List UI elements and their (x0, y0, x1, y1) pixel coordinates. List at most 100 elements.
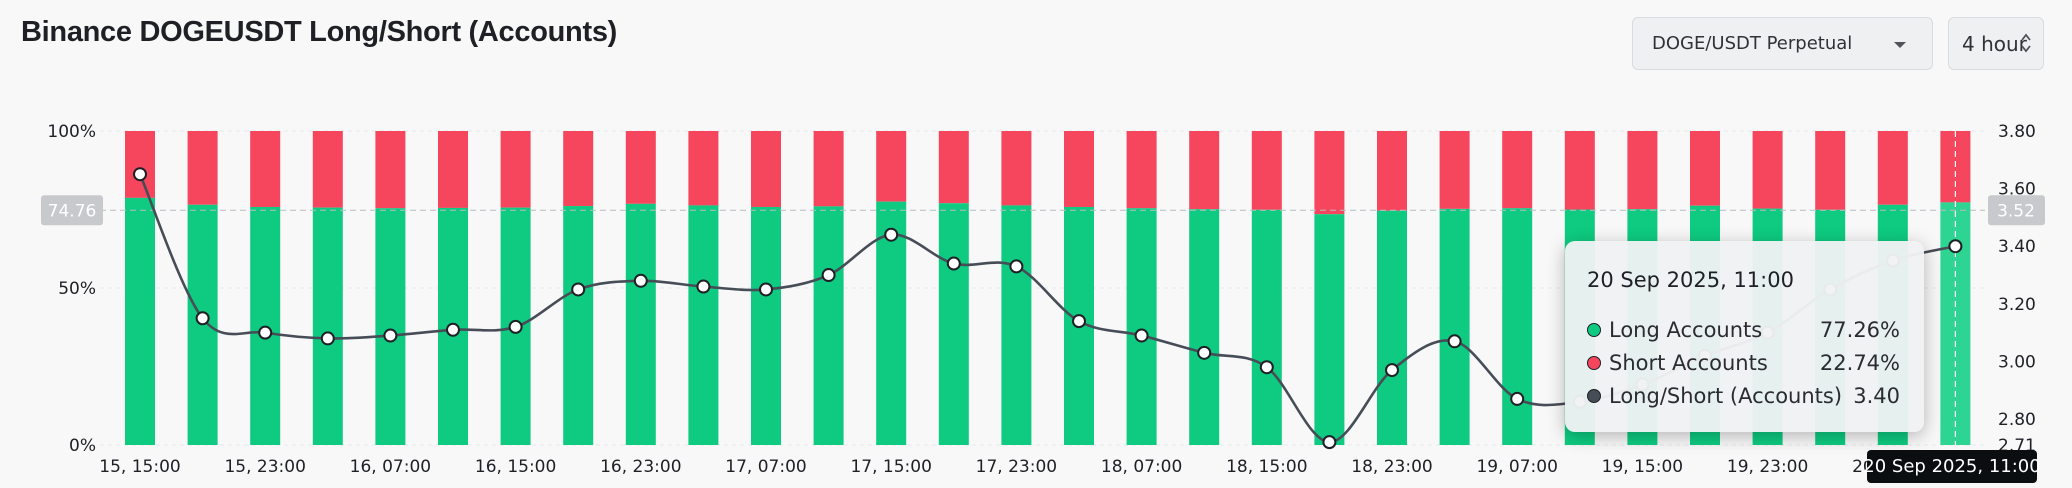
ratio-point (320, 331, 335, 346)
tooltip-title: 20 Sep 2025, 11:00 (1587, 268, 1794, 292)
ratio-point (446, 322, 460, 337)
short-bar (1502, 131, 1533, 209)
x-tick-label: 18, 15:00 (1226, 457, 1307, 477)
y-right-tick-label: 3.20 (1998, 295, 2036, 315)
long-bar (1502, 208, 1533, 445)
tooltip-value: 77.26% (1819, 317, 1900, 342)
short-bar (500, 131, 531, 208)
short-bar (1001, 131, 1032, 206)
ratio-point (571, 282, 586, 297)
short-bar (1126, 131, 1157, 209)
long-bar (625, 203, 656, 445)
ratio-point (1948, 239, 1963, 254)
short-bar (1877, 131, 1908, 205)
crosshair-left-label-bg (41, 195, 103, 226)
long-bar (876, 201, 907, 445)
short-bar (1752, 131, 1783, 209)
market-select-value: DOGE/USDT Perpetual (1652, 33, 1853, 54)
long-bar (688, 205, 719, 445)
ratio-point (1385, 363, 1399, 378)
ratio-point (195, 311, 210, 326)
short-bar (1189, 131, 1220, 210)
long-bar (938, 203, 969, 445)
short-bar (625, 131, 656, 204)
ratio-point (1259, 360, 1274, 375)
market-select[interactable]: DOGE/USDT Perpetual (1632, 17, 1933, 70)
long-bar (751, 206, 781, 445)
x-tick-label: 15, 23:00 (224, 457, 305, 477)
tooltip-row-ratio: Long/Short (Accounts) 3.40 (1587, 379, 1900, 412)
crosshair-right-label-bg (1988, 195, 2045, 226)
long-bar (312, 207, 343, 445)
ratio-point (258, 325, 273, 340)
tooltip-value: 3.40 (1853, 383, 1900, 408)
x-tick-label: 15, 15:00 (99, 457, 180, 477)
short-bar (375, 131, 406, 209)
long-bar (813, 206, 844, 445)
x-tick-label: 16, 07:00 (350, 457, 431, 477)
short-bar (438, 131, 468, 208)
long-bar (1439, 208, 1470, 445)
long-bar (1189, 209, 1220, 445)
short-bar (250, 131, 281, 207)
tooltip-label: Long Accounts (1609, 317, 1763, 342)
y-left-tick-label: 0% (69, 436, 96, 456)
tooltip-label: Short Accounts (1609, 350, 1768, 375)
ratio-point (1197, 345, 1212, 360)
long-bar (1314, 214, 1345, 445)
y-right-tick-label: 3.00 (1998, 352, 2036, 372)
chart-tooltip: 20 Sep 2025, 11:00 Long Accounts 77.26% … (1565, 241, 1924, 432)
ratio-point (696, 279, 711, 294)
short-bar (1564, 131, 1595, 210)
x-tick-label: 19, 15:00 (1602, 457, 1683, 477)
long-bar (1001, 205, 1032, 445)
crosshair-left-label: 74.76 (48, 201, 97, 221)
crosshair-right-label: 3.52 (1997, 201, 2035, 221)
short-bar (125, 131, 155, 198)
ratio-point (884, 227, 899, 242)
x-tick-label: 17, 07:00 (725, 457, 806, 477)
short-bar (1690, 131, 1720, 206)
short-bar (1064, 131, 1094, 207)
ratio-point (133, 167, 147, 182)
x-tick-label: 16, 15:00 (475, 457, 556, 477)
x-tick-label: 19, 07:00 (1476, 457, 1557, 477)
short-bar (1314, 131, 1345, 215)
tooltip-row-long: Long Accounts 77.26% (1587, 313, 1900, 346)
tooltip-label: Long/Short (Accounts) (1609, 383, 1843, 408)
ratio-point (1447, 334, 1462, 349)
y-right-tick-label: 2.80 (1998, 410, 2036, 430)
long-bar (125, 197, 155, 445)
ratio-point (759, 282, 773, 297)
x-tick-label: 19, 23:00 (1727, 457, 1808, 477)
ratio-point (633, 273, 648, 288)
long-bar (1126, 208, 1157, 445)
ratio-point (1134, 328, 1149, 343)
short-bar (187, 131, 218, 205)
long-bar (563, 206, 594, 445)
short-bar (938, 131, 969, 204)
y-right-tick-label: 3.60 (1998, 180, 2036, 200)
x-tick-label: 18, 07:00 (1101, 457, 1182, 477)
page-title: Binance DOGEUSDT Long/Short (Accounts) (21, 16, 618, 48)
ratio-point (383, 328, 398, 343)
ratio-point (1510, 391, 1525, 406)
short-bar (312, 131, 343, 208)
tooltip-row-short: Short Accounts 22.74% (1587, 346, 1900, 379)
ratio-point (508, 319, 523, 334)
ratio-legend-dot-icon (1587, 388, 1601, 403)
y-right-tick-label: 3.80 (1998, 122, 2036, 142)
short-bar (1439, 131, 1470, 209)
short-bar (1815, 131, 1846, 210)
y-left-tick-label: 100% (47, 122, 96, 142)
short-bar (813, 131, 844, 207)
x-tick-label: 16, 23:00 (600, 457, 681, 477)
period-select[interactable]: 4 hour (1948, 17, 2044, 70)
crosshair-time-label: 20 Sep 2025, 11:00 (1863, 450, 2041, 483)
up-down-chevron-icon (2021, 33, 2031, 53)
tooltip-value: 22.74% (1819, 350, 1900, 375)
y-left-tick-label: 50% (58, 279, 96, 299)
short-legend-dot-icon (1587, 355, 1601, 370)
ratio-point (821, 268, 836, 283)
